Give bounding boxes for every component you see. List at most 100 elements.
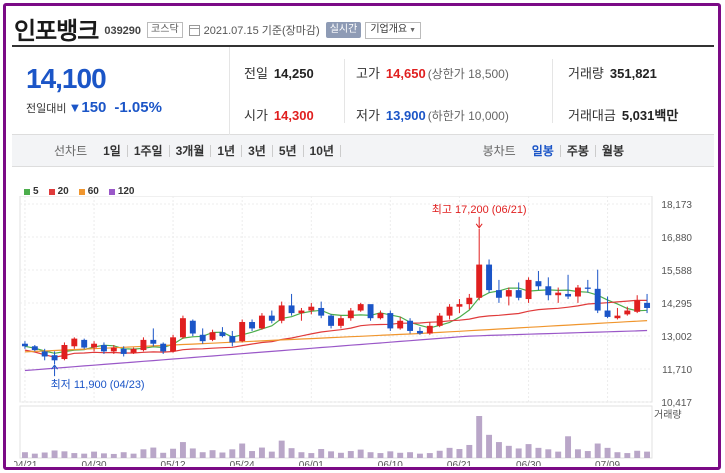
- volume-bar: [41, 452, 48, 458]
- candle-body: [426, 325, 433, 334]
- volume-bar: [31, 453, 38, 458]
- period-1w[interactable]: 1주일: [128, 144, 170, 157]
- candle-body: [249, 322, 256, 329]
- chart-legend: 5 20 60 120: [24, 186, 145, 197]
- low-cell: 저가 13,900 (하한가 10,000): [356, 105, 509, 124]
- candle-monthly[interactable]: 월봉: [601, 143, 624, 158]
- candle-body: [495, 290, 502, 298]
- open-label: 시가: [244, 108, 268, 123]
- candle-body: [634, 300, 641, 312]
- company-info-dropdown[interactable]: 기업개요 ▼: [365, 21, 422, 39]
- volume-bar: [219, 452, 226, 458]
- candle-body: [288, 305, 295, 314]
- volume-bar: [505, 445, 512, 458]
- volume-bar: [258, 447, 265, 458]
- volume-bar: [535, 447, 542, 458]
- low-label: 저가: [356, 108, 380, 123]
- volume-bar: [407, 452, 414, 458]
- candle-body: [387, 313, 394, 329]
- candle-body: [624, 310, 631, 315]
- candle-weekly[interactable]: 주봉: [561, 144, 596, 157]
- divider: [344, 59, 345, 123]
- candle-body: [555, 292, 562, 296]
- period-5y[interactable]: 5년: [273, 144, 304, 157]
- period-1d[interactable]: 1일: [97, 144, 128, 157]
- volume-bar: [318, 449, 325, 458]
- candle-body: [199, 334, 206, 342]
- candle-body: [209, 332, 216, 340]
- line-chart-title: 선차트: [54, 144, 88, 158]
- volume-area: [19, 405, 653, 459]
- highlight-frame: [3, 3, 721, 470]
- candle-body: [61, 344, 68, 360]
- period-10y[interactable]: 10년: [304, 144, 341, 157]
- legend-ma20: 20: [48, 186, 69, 197]
- candle-body: [446, 306, 453, 316]
- volume-bar: [456, 449, 463, 458]
- high-cell: 고가 14,650 (상한가 18,500): [356, 63, 509, 82]
- volume-bar: [229, 449, 236, 458]
- candle-body: [515, 290, 522, 298]
- candle-body: [466, 297, 473, 305]
- x-tick-label: 06/10: [378, 460, 403, 466]
- candle-body: [367, 304, 374, 319]
- candle-body: [219, 332, 226, 337]
- candle-body: [416, 330, 423, 334]
- volume-bar: [249, 451, 256, 458]
- candle-body: [229, 336, 236, 343]
- volume-bar: [71, 453, 78, 458]
- date-info: 2021.07.15 기준(장마감): [203, 25, 320, 37]
- volume-bar: [377, 453, 384, 458]
- volume-bar: [574, 449, 581, 458]
- volume-bar: [298, 452, 305, 458]
- volume-bar: [51, 450, 58, 458]
- market-badge: 코스닥: [147, 22, 183, 38]
- volume-bar: [288, 448, 295, 458]
- amount-value: 5,031: [621, 108, 655, 123]
- legend-ma20-label: 20: [57, 186, 69, 197]
- candle-body: [594, 288, 601, 311]
- ma5-line: [24, 287, 648, 354]
- candle-body: [476, 264, 483, 298]
- candle-body: [170, 337, 177, 352]
- candle-body: [357, 304, 364, 311]
- open-value: 14,300: [273, 108, 314, 123]
- period-3y[interactable]: 3년: [242, 144, 273, 157]
- volume-bar: [565, 436, 572, 458]
- candle-body: [545, 286, 552, 296]
- x-tick-label: 06/01: [299, 460, 324, 466]
- candle-chart-title: 봉차트: [482, 144, 516, 158]
- candle-body: [110, 347, 117, 352]
- company-info-label: 기업개요: [370, 23, 408, 35]
- candle-daily[interactable]: 일봉: [526, 144, 561, 157]
- y-tick-label: 16,880: [661, 233, 692, 244]
- volume-bar: [604, 447, 611, 458]
- volume-bar: [387, 451, 394, 458]
- candle-body: [347, 310, 354, 319]
- candle-body: [100, 344, 107, 352]
- candle-body: [71, 338, 78, 347]
- volume-bar: [308, 453, 315, 458]
- volume-bar: [328, 451, 335, 458]
- volume-bar: [160, 452, 167, 458]
- high-arrow-head: [475, 223, 483, 229]
- volume-bar: [150, 447, 157, 458]
- x-tick-label: 04/30: [82, 460, 107, 466]
- period-1y[interactable]: 1년: [211, 144, 243, 157]
- volume-bar: [140, 449, 147, 458]
- volume-bar: [120, 452, 127, 458]
- volume-bar: [21, 452, 28, 458]
- current-price-panel: 14,100 전일대비 ▼ 150 -1.05%: [12, 47, 230, 135]
- realtime-button[interactable]: 실시간: [325, 22, 362, 38]
- x-tick-label: 06/30: [516, 460, 541, 466]
- volume-bar: [110, 453, 117, 458]
- low-arrow-head: [51, 364, 58, 370]
- amount-unit: 백만: [654, 108, 679, 123]
- amount-label: 거래대금: [568, 108, 616, 123]
- period-3m[interactable]: 3개월: [170, 144, 212, 157]
- price-change-row: 전일대비 ▼ 150 -1.05%: [26, 99, 162, 116]
- candle-body: [565, 293, 572, 297]
- volume-bar: [634, 450, 641, 458]
- candle-body: [436, 315, 443, 326]
- y-tick-label: 11,710: [662, 365, 692, 376]
